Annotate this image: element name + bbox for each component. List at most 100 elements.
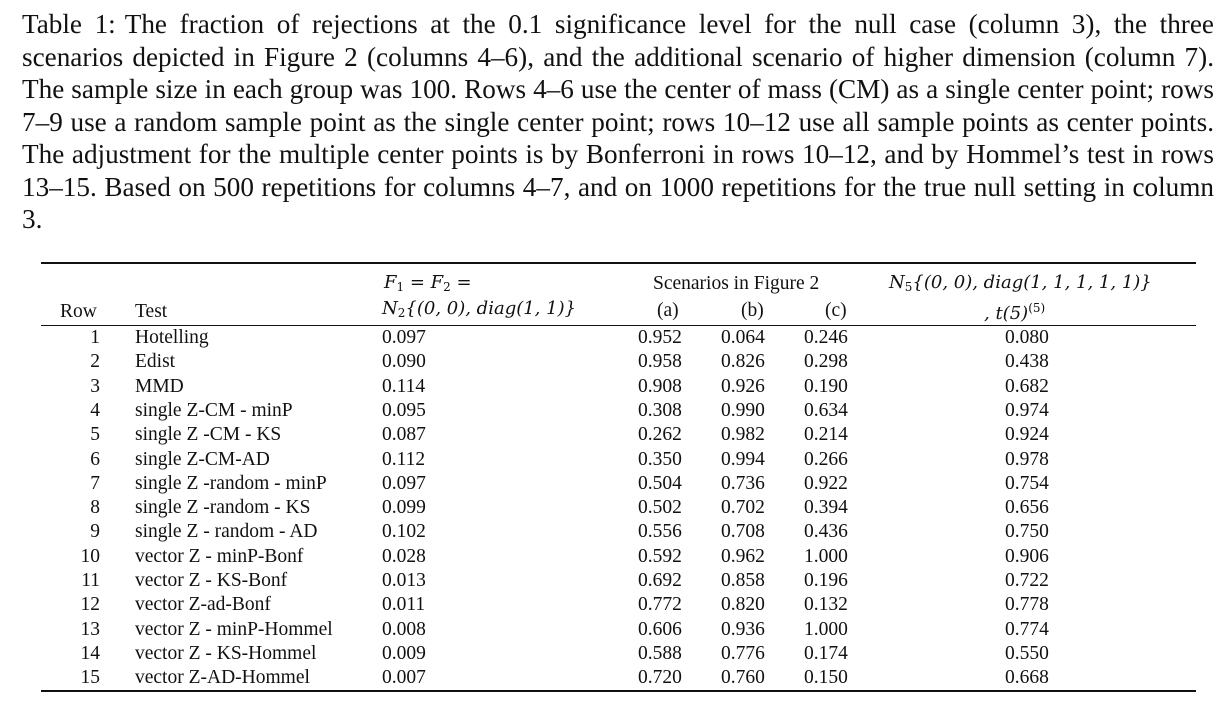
null-case-value: 0.028 <box>382 545 426 567</box>
table-row: 8 single Z -random - KS 0.099 0.502 0.702 0.3… <box>0 497 1228 521</box>
row-number: 9 <box>90 521 100 543</box>
null-case-value: 0.112 <box>382 448 426 470</box>
scenario-a-value: 0.350 <box>638 448 682 470</box>
test-name: vector Z-AD-Hommel <box>135 667 310 689</box>
null-case-value: 0.097 <box>382 472 426 494</box>
test-name: vector Z - KS-Hommel <box>135 642 317 664</box>
scenario-c-value: 1.000 <box>804 545 848 567</box>
row-number: 5 <box>90 424 100 446</box>
scenario-a-value: 0.504 <box>638 472 682 494</box>
scenario-a-value: 0.958 <box>638 351 682 373</box>
scenario-a-value: 0.308 <box>638 399 682 421</box>
row-number: 10 <box>80 545 101 567</box>
header-test: Test <box>135 301 168 322</box>
null-case-value: 0.087 <box>382 424 426 446</box>
caption-label: Table 1: <box>22 9 116 39</box>
null-case-value: 0.099 <box>382 497 426 519</box>
row-number: 12 <box>80 594 101 616</box>
scenario-a-value: 0.952 <box>638 327 682 348</box>
higher-dim-value: 0.974 <box>1005 399 1049 421</box>
scenario-a-value: 0.262 <box>638 424 682 446</box>
table-bottom-rule <box>41 690 1196 692</box>
row-number: 11 <box>81 570 100 591</box>
null-case-value: 0.008 <box>382 618 426 640</box>
header-scenario-c: (c) <box>825 300 847 321</box>
scenario-a-value: 0.908 <box>638 375 682 397</box>
scenario-c-value: 0.246 <box>804 327 848 348</box>
scenario-b-value: 0.962 <box>721 545 765 567</box>
scenario-b-value: 0.064 <box>721 327 765 348</box>
table-row: 7 single Z -random - minP 0.097 0.504 0.736 0… <box>0 473 1228 497</box>
scenario-c-value: 1.000 <box>804 618 848 640</box>
row-number: 6 <box>90 448 100 470</box>
header-col7-line1: N5{(0, 0), diag(1, 1, 1, 1, 1)} <box>889 272 1152 294</box>
table-header-rule <box>41 325 1196 326</box>
scenario-c-value: 0.132 <box>804 594 848 616</box>
test-name: single Z -random - KS <box>135 497 311 519</box>
table-row: 2 Edist 0.090 0.958 0.826 0.298 0.438 <box>0 351 1228 375</box>
scenario-b-value: 0.994 <box>721 448 765 470</box>
header-row: Row <box>60 301 97 322</box>
table-row: 6 single Z-CM-AD 0.112 0.350 0.994 0.266 0.978 <box>0 449 1228 473</box>
scenario-b-value: 0.760 <box>721 667 765 689</box>
scenario-b-value: 0.708 <box>721 521 765 543</box>
test-name: single Z -CM - KS <box>135 424 282 446</box>
row-number: 13 <box>80 618 101 640</box>
higher-dim-value: 0.550 <box>1005 642 1049 664</box>
row-number: 7 <box>90 472 100 494</box>
null-case-value: 0.102 <box>382 521 426 543</box>
scenario-c-value: 0.196 <box>804 570 848 591</box>
scenario-c-value: 0.190 <box>804 375 848 397</box>
table-row: 4 single Z-CM - minP 0.095 0.308 0.990 0.634 0… <box>0 400 1228 424</box>
higher-dim-value: 0.668 <box>1005 667 1049 689</box>
table-row: 3 MMD 0.114 0.908 0.926 0.190 0.682 <box>0 376 1228 400</box>
header-col3-line1: F1 = F2 = <box>384 272 472 294</box>
null-case-value: 0.013 <box>382 570 426 591</box>
null-case-value: 0.097 <box>382 327 426 348</box>
scenario-b-value: 0.826 <box>721 351 765 373</box>
table-row: 10 vector Z - minP-Bonf 0.028 0.592 0.962 1.0… <box>0 546 1228 570</box>
higher-dim-value: 0.754 <box>1005 472 1049 494</box>
higher-dim-value: 0.438 <box>1005 351 1049 373</box>
row-number: 8 <box>90 497 100 519</box>
caption-text: The fraction of rejections at the 0.1 si… <box>22 9 1214 234</box>
header-col3-line2: N2{(0, 0), diag(1, 1)} <box>382 298 577 320</box>
row-number: 2 <box>90 351 100 373</box>
scenario-b-value: 0.926 <box>721 375 765 397</box>
table-row: 1 Hotelling 0.097 0.952 0.064 0.246 0.080 <box>0 327 1228 351</box>
higher-dim-value: 0.682 <box>1005 375 1049 397</box>
table-row: 11 vector Z - KS-Bonf 0.013 0.692 0.858 0.196… <box>0 570 1228 594</box>
scenario-c-value: 0.394 <box>804 497 848 519</box>
higher-dim-value: 0.080 <box>1005 327 1049 348</box>
scenario-b-value: 0.990 <box>721 399 765 421</box>
scenario-b-value: 0.936 <box>721 618 765 640</box>
higher-dim-value: 0.906 <box>1005 545 1049 567</box>
test-name: single Z-CM-AD <box>135 448 270 470</box>
test-name: single Z - random - AD <box>135 521 318 543</box>
header-scenario-b: (b) <box>741 300 764 321</box>
higher-dim-value: 0.778 <box>1005 594 1049 616</box>
test-name: Hotelling <box>135 327 209 348</box>
scenario-b-value: 0.982 <box>721 424 765 446</box>
scenario-b-value: 0.858 <box>721 570 765 591</box>
higher-dim-value: 0.750 <box>1005 521 1049 543</box>
header-scenario-a: (a) <box>657 300 679 321</box>
scenario-a-value: 0.772 <box>638 594 682 616</box>
scenario-c-value: 0.298 <box>804 351 848 373</box>
scenario-c-value: 0.150 <box>804 667 848 689</box>
row-number: 4 <box>90 399 100 421</box>
higher-dim-value: 0.924 <box>1005 424 1049 446</box>
null-case-value: 0.114 <box>382 375 426 397</box>
scenario-a-value: 0.588 <box>638 642 682 664</box>
scenario-c-value: 0.634 <box>804 399 848 421</box>
scenario-a-value: 0.502 <box>638 497 682 519</box>
scenario-a-value: 0.606 <box>638 618 682 640</box>
scenario-a-value: 0.692 <box>638 570 682 591</box>
row-number: 15 <box>80 667 101 689</box>
scenario-b-value: 0.776 <box>721 642 765 664</box>
null-case-value: 0.007 <box>382 667 426 689</box>
header-col7-line2: , t(5)(5) <box>984 301 1046 324</box>
table-row: 14 vector Z - KS-Hommel 0.009 0.588 0.776 0.1… <box>0 643 1228 667</box>
null-case-value: 0.095 <box>382 399 426 421</box>
test-name: Edist <box>135 351 176 373</box>
